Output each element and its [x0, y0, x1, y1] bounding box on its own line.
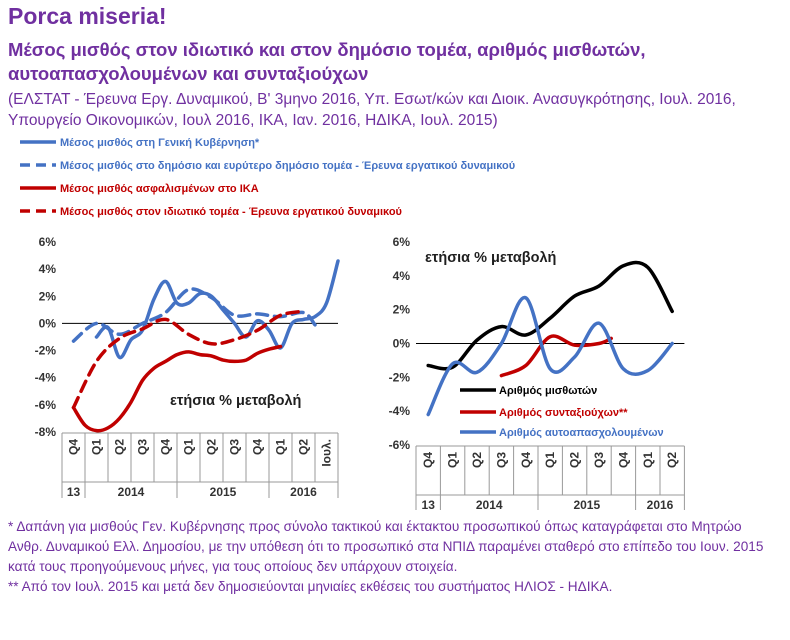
page-title: Porca miseria!: [8, 3, 167, 29]
x-group-label: 2014: [476, 498, 503, 510]
series-line: [71, 344, 283, 433]
x-tick-label: Q3: [494, 452, 508, 468]
footnotes: * Δαπάνη για μισθούς Γεν. Κυβέρνησης προ…: [8, 517, 778, 597]
x-tick-label: Ιουλ.: [320, 439, 334, 467]
y-tick-label: -2%: [389, 370, 411, 384]
x-group-label: 2015: [210, 485, 237, 499]
x-tick-label: Q1: [446, 452, 460, 468]
x-group-label: 2016: [647, 498, 674, 510]
x-tick-label: Q1: [182, 439, 196, 455]
series-line: [426, 296, 674, 417]
x-tick-label: Q4: [67, 439, 81, 455]
x-tick-label: Q2: [113, 439, 127, 455]
x-tick-label: Q2: [665, 452, 679, 468]
legend-label: Μέσος μισθός ασφαλισμένων στο ΙΚΑ: [60, 183, 259, 195]
legend-item-private-lfs: Μέσος μισθός στον ιδιωτικό τομέα - Έρευν…: [20, 206, 402, 218]
legend-item: Αριθμός συνταξιούχων**: [460, 407, 628, 419]
y-tick-label: -6%: [35, 398, 57, 412]
x-tick-label: Q4: [519, 452, 533, 468]
series-line: [71, 309, 306, 410]
right-chart-legend: Αριθμός μισθωτών Αριθμός συνταξιούχων** Αρ…: [460, 385, 664, 439]
legend-label: Μέσος μισθός στον ιδιωτικό τομέα - Έρευν…: [60, 206, 402, 218]
right-chart: 6% 4% 2% 0% -2% -4% -6% ετήσια % μεταβολή Q4 Q1 Q2…: [389, 235, 685, 510]
x-tick-label: Q3: [136, 439, 150, 455]
series-line: [94, 259, 340, 360]
x-tick-label: Q4: [421, 452, 435, 468]
x-tick-label: Q4: [251, 439, 265, 455]
x-tick-label: Q4: [159, 439, 173, 455]
series-line: [426, 260, 674, 371]
legend-item: Αριθμός αυτοαπασχολουμένων: [460, 427, 664, 439]
series-line: [499, 334, 613, 378]
x-group-label: 2014: [118, 485, 145, 499]
y-tick-label: 2%: [39, 289, 57, 303]
y-tick-label: -4%: [389, 404, 411, 418]
y-tick-label: 4%: [39, 262, 57, 276]
chart-annotation: ετήσια % μεταβολή: [425, 250, 556, 266]
series-line: [71, 287, 317, 343]
x-tick-label: Q2: [205, 439, 219, 455]
x-tick-label: Q3: [228, 439, 242, 455]
legend-item-ika: Μέσος μισθός ασφαλισμένων στο ΙΚΑ: [20, 183, 259, 195]
x-group-label: 13: [67, 485, 81, 499]
footnote-2: ** Από τον Ιουλ. 2015 και μετά δεν δημοσ…: [8, 579, 613, 594]
y-tick-label: 6%: [39, 235, 57, 249]
x-group-label: 13: [422, 498, 436, 510]
legend-label: Μέσος μισθός στη Γενική Κυβέρνηση*: [60, 137, 260, 149]
y-tick-label: 0%: [39, 316, 57, 330]
legend-item-gov-wage: Μέσος μισθός στη Γενική Κυβέρνηση*: [20, 137, 260, 149]
x-tick-label: Q2: [568, 452, 582, 468]
x-tick-label: Q1: [543, 452, 557, 468]
x-tick-label: Q3: [592, 452, 606, 468]
x-tick-label: Q1: [90, 439, 104, 455]
x-tick-label: Q1: [274, 439, 288, 455]
y-tick-label: -2%: [35, 344, 57, 358]
legend-item: Αριθμός μισθωτών: [460, 385, 597, 397]
y-tick-label: 6%: [393, 235, 411, 249]
y-tick-label: 2%: [393, 303, 411, 317]
x-tick-label: Q2: [470, 452, 484, 468]
legend-label: Αριθμός αυτοαπασχολουμένων: [499, 427, 664, 439]
legend-label: Αριθμός συνταξιούχων**: [499, 407, 628, 419]
x-tick-label: Q4: [616, 452, 630, 468]
legend-label: Αριθμός μισθωτών: [499, 385, 597, 397]
y-tick-label: 0%: [393, 337, 411, 351]
x-group-label: 2015: [573, 498, 600, 510]
y-tick-label: -8%: [35, 425, 57, 439]
y-tick-label: -4%: [35, 371, 57, 385]
y-tick-label: 4%: [393, 269, 411, 283]
y-tick-label: -6%: [389, 438, 411, 452]
x-tick-label: Q1: [641, 452, 655, 468]
x-group-label: 2016: [290, 485, 317, 499]
chart-annotation: ετήσια % μεταβολή: [170, 393, 301, 409]
left-chart: 6% 4% 2% 0% -2% -4% -6% -8% ετήσια % μεταβολή Q4 Q…: [35, 235, 340, 499]
legend-item-public-lfs: Μέσος μισθός στο δημόσιο και ευρύτερο δη…: [20, 160, 515, 172]
legend-label: Μέσος μισθός στο δημόσιο και ευρύτερο δη…: [60, 160, 515, 172]
left-chart-legend: Μέσος μισθός στη Γενική Κυβέρνηση* Μέσος…: [20, 137, 515, 218]
x-tick-label: Q2: [297, 439, 311, 455]
source-note: (ΕΛΣΤΑΤ - Έρευνα Εργ. Δυναμικού, Β' 3μην…: [8, 91, 736, 129]
page-subtitle: Μέσος μισθός στον ιδιωτικό και στον δημό…: [8, 39, 646, 84]
footnote-1: * Δαπάνη για μισθούς Γεν. Κυβέρνησης προ…: [8, 519, 764, 574]
